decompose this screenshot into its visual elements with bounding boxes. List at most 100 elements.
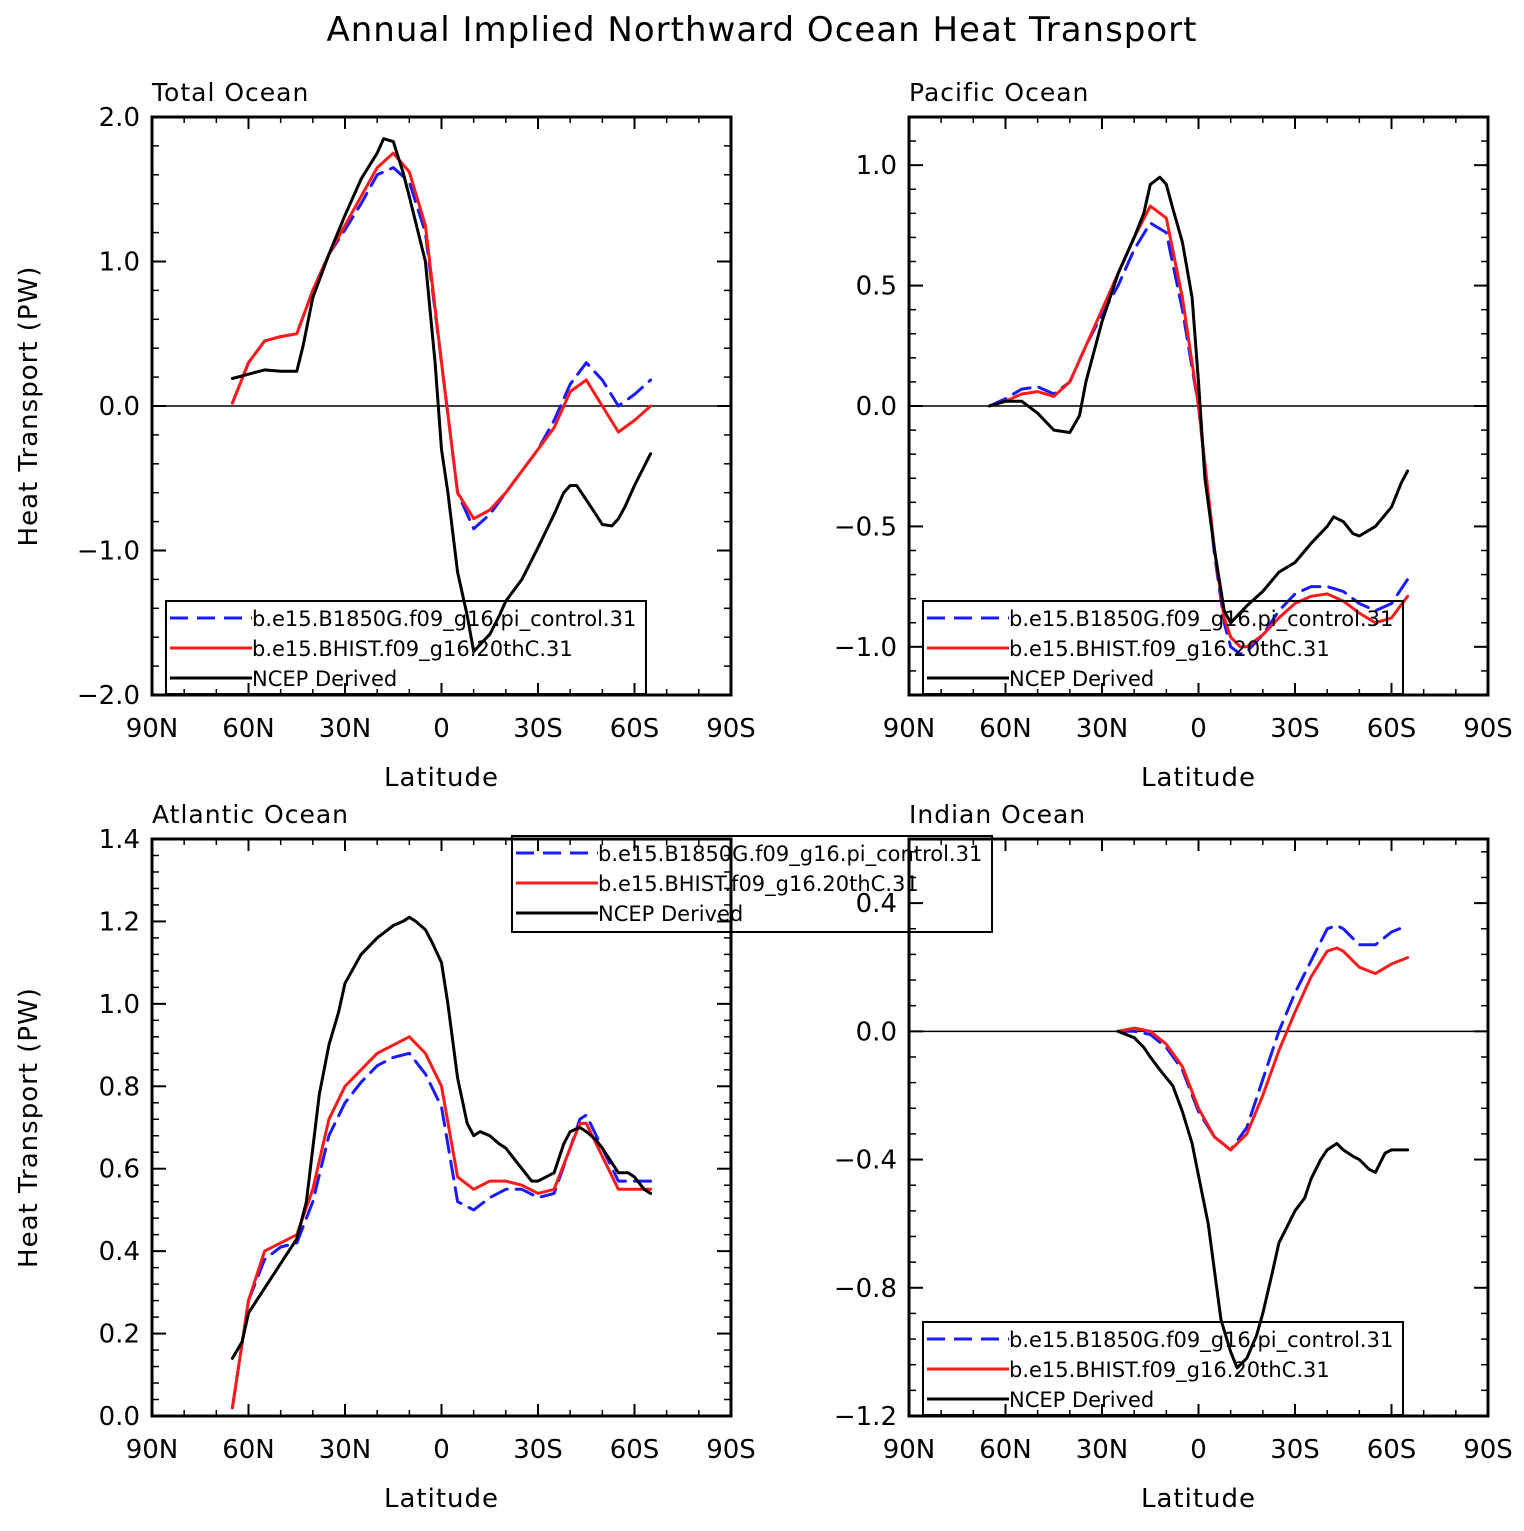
legend-label: b.e15.BHIST.f09_g16.20thC.31 — [252, 637, 573, 662]
x-tick-label: 0 — [1190, 714, 1207, 744]
x-tick-label: 30S — [1270, 714, 1320, 744]
y-tick-label: 0.0 — [856, 1017, 897, 1047]
y-tick-label: 1.0 — [99, 990, 140, 1020]
x-axis-label: Latitude — [384, 1484, 499, 1514]
x-tick-label: 0 — [1190, 1435, 1207, 1465]
panel-total-ocean: Total Ocean 90N 60N 30N 0 30S 60S 90S 2.0 1.0 0.0 −… — [14, 78, 756, 793]
x-tick-label: 30N — [1076, 714, 1129, 744]
legend-label: NCEP Derived — [252, 667, 397, 691]
y-tick-label: 0.8 — [99, 1072, 140, 1102]
series-line-ncep-derived — [230, 137, 653, 654]
series-line-b-e15-bhist-f09-g16-20thc-31 — [230, 151, 653, 521]
x-tick-label: 30S — [513, 1435, 563, 1465]
legend-box — [922, 1321, 1404, 1416]
x-tick-label: 60S — [1367, 1435, 1417, 1465]
panel-title: Pacific Ocean — [909, 78, 1089, 107]
legend-label: b.e15.BHIST.f09_g16.20thC.31 — [1009, 637, 1330, 662]
legend: b.e15.B1850G.f09_g16.pi_control.31 b.e15.… — [165, 600, 647, 695]
legend-box — [165, 600, 647, 695]
panel-atlantic-ocean: Atlantic Ocean 90N 60N 30N 0 30S 60S 90S 1.4 1.2 1… — [14, 800, 993, 1514]
x-axis-label: Latitude — [1141, 763, 1256, 793]
y-axis-label: Heat Transport (PW) — [14, 266, 44, 547]
legend-label: NCEP Derived — [598, 902, 743, 926]
x-tick-label: 90S — [1463, 714, 1513, 744]
x-tick-label: 30N — [319, 1435, 372, 1465]
x-tick-label: 30S — [1270, 1435, 1320, 1465]
x-tick-label: 90S — [706, 1435, 756, 1465]
x-axis-label: Latitude — [1141, 1484, 1256, 1514]
y-tick-label: −0.4 — [834, 1146, 897, 1176]
y-tick-label: 1.4 — [99, 825, 140, 855]
series-line-b-e15-b1850g-f09-g16-pi-control-31 — [987, 221, 1410, 656]
panel-title: Indian Ocean — [909, 800, 1086, 829]
x-tick-label: 90S — [1463, 1435, 1513, 1465]
x-tick-label: 0 — [433, 1435, 450, 1465]
legend: b.e15.B1850G.f09_g16.pi_control.31 b.e15.… — [922, 600, 1404, 695]
legend-label: b.e15.B1850G.f09_g16.pi_control.31 — [1009, 607, 1393, 632]
series-line-b-e15-b1850g-f09-g16-pi-control-31 — [230, 166, 653, 531]
legend-label: b.e15.B1850G.f09_g16.pi_control.31 — [598, 842, 982, 867]
x-tick-label: 30N — [1076, 1435, 1129, 1465]
y-tick-label: 0.4 — [99, 1237, 140, 1267]
y-tick-label: −2.0 — [77, 681, 140, 711]
x-tick-label: 90N — [883, 1435, 936, 1465]
y-tick-label: 0.4 — [856, 889, 897, 919]
plot-frame — [150, 837, 733, 1418]
legend-box — [511, 835, 993, 933]
y-tick-label: 1.0 — [99, 248, 140, 278]
series-line-ncep-derived — [1116, 1029, 1410, 1370]
legend-label: b.e15.BHIST.f09_g16.20thC.31 — [598, 872, 919, 897]
x-tick-label: 30S — [513, 714, 563, 744]
y-tick-label: −0.5 — [834, 512, 897, 542]
series-line-b-e15-b1850g-f09-g16-pi-control-31 — [230, 1051, 653, 1410]
legend: b.e15.B1850G.f09_g16.pi_control.31 b.e15.… — [922, 1321, 1404, 1416]
x-tick-label: 60N — [979, 714, 1032, 744]
series-line-b-e15-b1850g-f09-g16-pi-control-31 — [1116, 924, 1410, 1152]
x-tick-label: 90S — [706, 714, 756, 744]
x-tick-label: 0 — [433, 714, 450, 744]
x-tick-label: 60S — [610, 714, 660, 744]
legend-label: b.e15.BHIST.f09_g16.20thC.31 — [1009, 1358, 1330, 1383]
x-tick-label: 60N — [979, 1435, 1032, 1465]
series-line-b-e15-bhist-f09-g16-20thc-31 — [230, 1035, 653, 1410]
y-tick-label: 0.5 — [856, 272, 897, 302]
panel-indian-ocean: Indian Ocean 90N 60N 30N 0 30S 60S 90S 0.4 0.0 −0.… — [834, 800, 1513, 1514]
y-tick-label: −1.2 — [834, 1402, 897, 1432]
y-axis-label: Heat Transport (PW) — [14, 987, 44, 1268]
x-tick-label: 60S — [1367, 714, 1417, 744]
x-tick-label: 60N — [222, 714, 275, 744]
legend-box — [922, 600, 1404, 695]
figure-title: Annual Implied Northward Ocean Heat Tran… — [326, 10, 1198, 50]
panel-title: Total Ocean — [151, 78, 309, 107]
y-tick-label: −1.0 — [77, 537, 140, 567]
series-line-ncep-derived — [230, 915, 653, 1360]
legend-label: NCEP Derived — [1009, 1388, 1154, 1412]
y-tick-label: 2.0 — [99, 103, 140, 133]
x-tick-label: 90N — [126, 714, 179, 744]
y-tick-label: 0.0 — [99, 1402, 140, 1432]
legend-label: b.e15.B1850G.f09_g16.pi_control.31 — [252, 607, 636, 632]
y-tick-label: 1.2 — [99, 907, 140, 937]
x-tick-label: 30N — [319, 714, 372, 744]
series-line-b-e15-bhist-f09-g16-20thc-31 — [1116, 946, 1410, 1152]
panel-pacific-ocean: Pacific Ocean 90N 60N 30N 0 30S 60S 90S 1.0 0.5 0.… — [834, 78, 1513, 793]
x-tick-label: 90N — [126, 1435, 179, 1465]
x-tick-label: 60N — [222, 1435, 275, 1465]
x-axis-label: Latitude — [384, 763, 499, 793]
y-tick-label: −1.0 — [834, 633, 897, 663]
y-tick-label: 1.0 — [856, 151, 897, 181]
y-tick-label: 0.0 — [99, 392, 140, 422]
legend: b.e15.B1850G.f09_g16.pi_control.31 b.e15.… — [511, 835, 993, 933]
series-line-ncep-derived — [987, 175, 1410, 625]
x-tick-label: 60S — [610, 1435, 660, 1465]
y-tick-label: −0.8 — [834, 1274, 897, 1304]
x-tick-label: 90N — [883, 714, 936, 744]
panel-title: Atlantic Ocean — [152, 800, 349, 829]
y-tick-label: 0.0 — [856, 392, 897, 422]
y-tick-label: 0.6 — [99, 1155, 140, 1185]
legend-label: b.e15.B1850G.f09_g16.pi_control.31 — [1009, 1328, 1393, 1353]
legend-label: NCEP Derived — [1009, 667, 1154, 691]
y-tick-label: 0.2 — [99, 1320, 140, 1350]
